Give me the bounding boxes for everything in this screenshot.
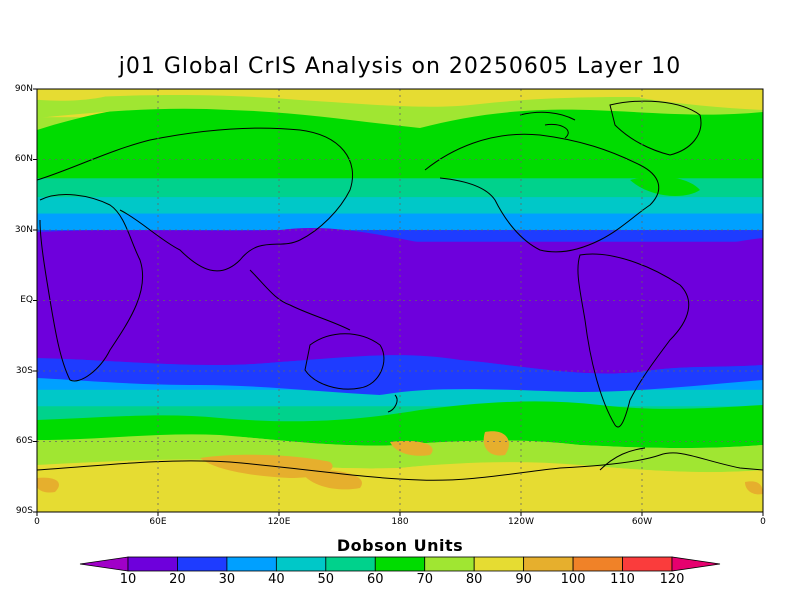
colorbar-box (177, 556, 228, 572)
patch-orange-antarctic-3 (390, 440, 433, 456)
coastlines (37, 100, 763, 481)
lat-label-60n: 60N (14, 154, 33, 164)
colorbar-label: 110 (610, 572, 635, 587)
lon-label-180: 180 (391, 517, 409, 527)
colorbar-box (374, 556, 426, 572)
patch-green-ne (630, 176, 700, 196)
coast-namerica (424, 133, 660, 253)
patch-green-north (37, 103, 763, 178)
lat-label-30s: 30S (15, 366, 33, 376)
coast-antarctic-peninsula (599, 447, 646, 471)
patch-orange-antarctic-1 (200, 454, 333, 478)
colorbar-label: 20 (169, 572, 186, 587)
lon-label-60w: 60W (631, 517, 653, 527)
colorbar-label: 60 (366, 572, 384, 587)
colorbar-label: 90 (515, 572, 532, 587)
colorbar-box (523, 556, 574, 572)
coast-samerica (577, 253, 690, 428)
gridlines (37, 89, 763, 512)
colorbar-min-arrow (79, 556, 129, 572)
colorbar-box (127, 556, 178, 572)
colorbar-label: 100 (560, 572, 586, 587)
patch-green-south (37, 401, 763, 449)
patch-yellowgreen-arctic (37, 95, 763, 128)
colorbar-label: 30 (218, 572, 236, 587)
coast-eurasia (37, 127, 354, 272)
legend-title: Dobson Units (336, 536, 464, 555)
field-band (37, 197, 763, 215)
colorbar-label: 40 (268, 572, 285, 587)
lat-label-90n: 90N (14, 84, 33, 94)
colorbar-box (572, 556, 623, 572)
lat-label-30n: 30N (14, 225, 33, 235)
patch-yellowgreen-south (37, 434, 763, 473)
coast-greenland (609, 100, 702, 156)
coast-arctic-islands (519, 111, 576, 139)
colorbar-box (275, 556, 327, 572)
coast-antarctica (37, 452, 763, 481)
patch-yellow-arctic-2 (640, 92, 763, 110)
lat-label-90s: 90S (15, 506, 33, 516)
colorbar-max-arrow (671, 556, 721, 572)
field-band (37, 178, 763, 199)
colorbar-label: 80 (465, 572, 483, 587)
colorbar-box (226, 556, 277, 572)
colorbar (79, 556, 721, 572)
colorbar-box (325, 556, 376, 572)
colorbar-label: 120 (659, 572, 685, 587)
field-band (37, 389, 763, 408)
patch-blue-south (37, 355, 763, 395)
map-title: j01 Global CrIS Analysis on 20250605 Lay… (118, 54, 682, 79)
tick-marks (33, 88, 764, 516)
colorbar-label: 70 (416, 572, 433, 587)
colorbar-box (622, 556, 673, 572)
colorbar-box (424, 556, 475, 572)
lon-label-0-left: 0 (34, 517, 40, 527)
patch-yellow-arctic (40, 92, 120, 101)
coast-nz (387, 394, 398, 413)
lat-label-eq: EQ (20, 295, 33, 305)
lon-label-0-right: 0 (760, 517, 766, 527)
patch-orange-antarctic-6 (37, 477, 59, 493)
coast-australia (304, 333, 385, 390)
patch-orange-antarctic-4 (483, 431, 509, 456)
lat-label-60s: 60S (15, 436, 33, 446)
colorbar-label: 50 (317, 572, 335, 587)
lon-label-60e: 60E (149, 517, 167, 527)
patch-orange-antarctic-5 (745, 481, 763, 495)
lon-label-120e: 120E (267, 517, 291, 527)
lon-label-120w: 120W (507, 517, 535, 527)
coast-africa (39, 194, 144, 382)
colorbar-label: 10 (119, 572, 137, 587)
coast-seasia (249, 269, 351, 331)
colorbar-box (473, 556, 525, 572)
